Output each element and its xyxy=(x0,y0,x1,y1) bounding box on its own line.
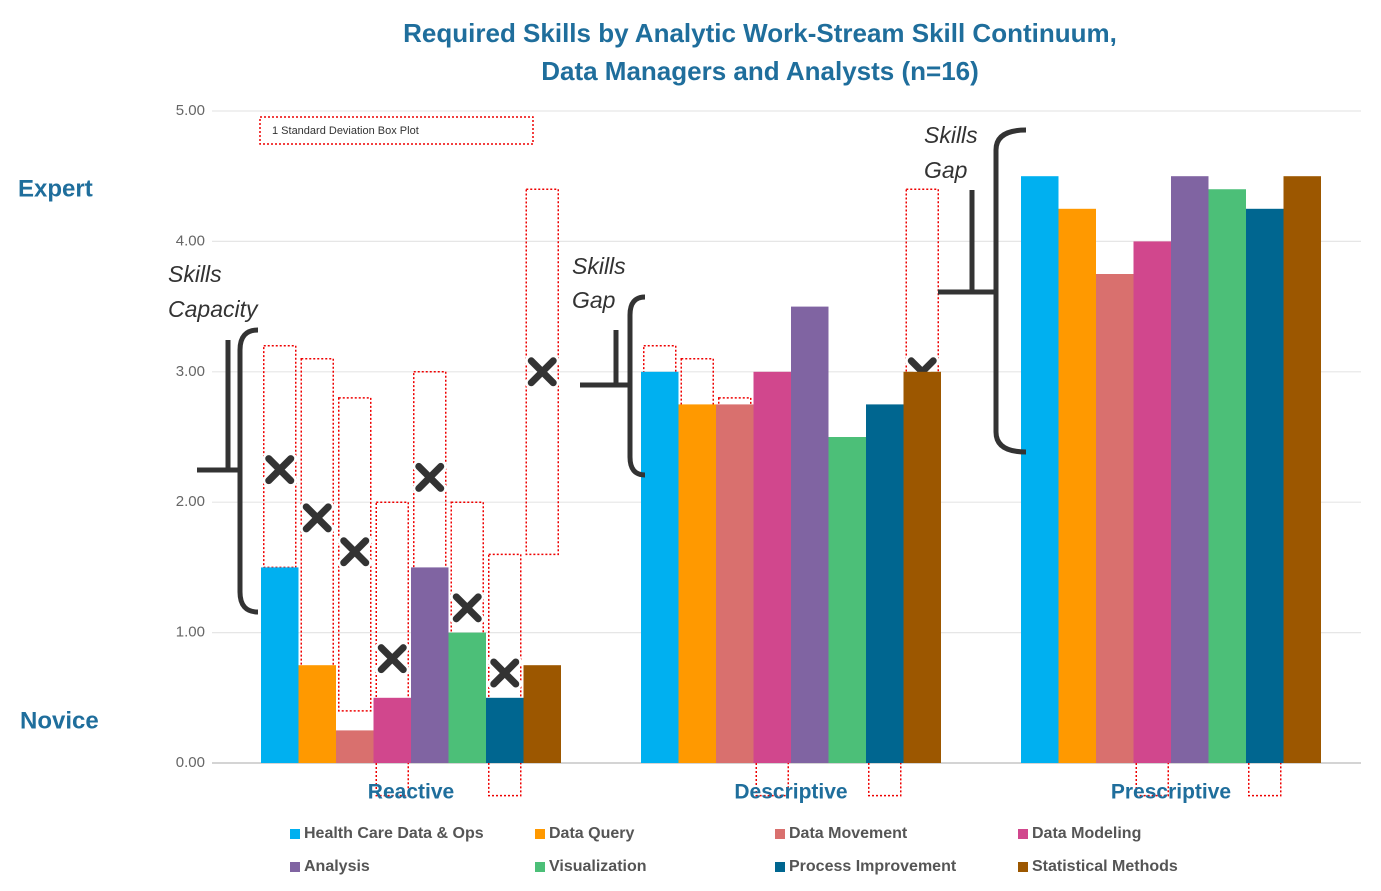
legend-swatch xyxy=(535,829,545,839)
box-legend xyxy=(259,116,534,145)
bar xyxy=(486,697,524,763)
y-tick-label: 5.00 xyxy=(176,102,205,119)
y-tick-label: 1.00 xyxy=(176,624,205,641)
bar xyxy=(261,567,299,763)
x-tick-label: Reactive xyxy=(368,781,454,804)
bar xyxy=(1021,176,1059,763)
bar xyxy=(791,306,829,763)
legend-label: Statistical Methods xyxy=(1032,858,1178,875)
legend-label: Process Improvement xyxy=(789,858,957,875)
annotation: Gap xyxy=(924,157,968,183)
legend-swatch xyxy=(535,862,545,872)
bar xyxy=(1096,274,1134,763)
legend-label: Health Care Data & Ops xyxy=(304,825,484,842)
sd-box xyxy=(488,553,522,797)
mean-stroke xyxy=(490,658,520,688)
x-tick-label: Prescriptive xyxy=(1111,781,1231,804)
mean-stroke xyxy=(302,503,332,533)
mean-marker xyxy=(375,641,410,676)
mean-marker xyxy=(300,500,335,535)
bar xyxy=(336,730,374,763)
legend-swatch xyxy=(1018,829,1028,839)
bar xyxy=(753,371,791,763)
legend-label: Visualization xyxy=(549,858,647,875)
bar xyxy=(298,665,336,763)
legend-label: Data Query xyxy=(549,825,634,842)
bar xyxy=(411,567,449,763)
bar xyxy=(678,404,716,763)
level-label: Expert xyxy=(18,175,93,202)
box-legend-label: 1 Standard Deviation Box Plot xyxy=(272,125,419,137)
sd-box xyxy=(525,188,559,556)
y-tick-label: 3.00 xyxy=(176,363,205,380)
mean-stroke xyxy=(452,593,482,623)
y-tick-label: 2.00 xyxy=(176,493,205,510)
chart-title: Required Skills by Analytic Work-Stream … xyxy=(403,18,1117,48)
legend-swatch xyxy=(290,829,300,839)
brace xyxy=(938,127,1027,455)
x-tick-label: Descriptive xyxy=(734,781,847,804)
legend-label: Analysis xyxy=(304,858,370,875)
bar xyxy=(448,632,486,763)
legend-label: Data Modeling xyxy=(1032,825,1141,842)
bar xyxy=(1171,176,1209,763)
level-label: Novice xyxy=(20,707,99,734)
legend-swatch xyxy=(775,829,785,839)
mean-marker xyxy=(525,354,560,389)
bar xyxy=(1058,208,1096,764)
y-tick-label: 4.00 xyxy=(176,232,205,249)
mean-marker xyxy=(412,460,447,495)
bar xyxy=(1133,241,1171,763)
mean-stroke xyxy=(415,462,445,492)
bar xyxy=(1208,189,1246,764)
legend-swatch xyxy=(1018,862,1028,872)
mean-stroke xyxy=(340,537,370,567)
brace xyxy=(580,294,646,478)
bar xyxy=(866,404,904,763)
bar xyxy=(641,371,679,763)
legend-swatch xyxy=(290,862,300,872)
legend-swatch xyxy=(775,862,785,872)
annotation: Capacity xyxy=(168,296,259,322)
bar xyxy=(716,404,754,763)
bar xyxy=(903,371,941,763)
mean-stroke xyxy=(265,455,295,485)
bar xyxy=(523,665,561,763)
bar xyxy=(373,697,411,763)
chart-title: Data Managers and Analysts (n=16) xyxy=(541,56,979,86)
sd-box xyxy=(338,397,372,712)
annotation: Gap xyxy=(572,287,616,313)
annotation: Skills xyxy=(924,122,978,148)
mean-marker xyxy=(487,656,522,691)
annotation: Skills xyxy=(168,261,222,287)
mean-stroke xyxy=(377,644,407,674)
mean-marker xyxy=(337,534,372,569)
bar xyxy=(828,437,866,763)
annotation: Skills xyxy=(572,253,626,279)
bar xyxy=(1283,176,1321,763)
mean-stroke xyxy=(527,357,557,387)
mean-marker xyxy=(450,590,485,625)
legend-label: Data Movement xyxy=(789,825,908,842)
plot-area: 0.00 1.00 2.00 3.00 4.00 5.00 Reactive Descript… xyxy=(176,102,1361,804)
brace xyxy=(197,327,259,615)
mean-marker xyxy=(262,452,297,487)
y-tick-label: 0.00 xyxy=(176,754,205,771)
bar xyxy=(1246,208,1284,764)
